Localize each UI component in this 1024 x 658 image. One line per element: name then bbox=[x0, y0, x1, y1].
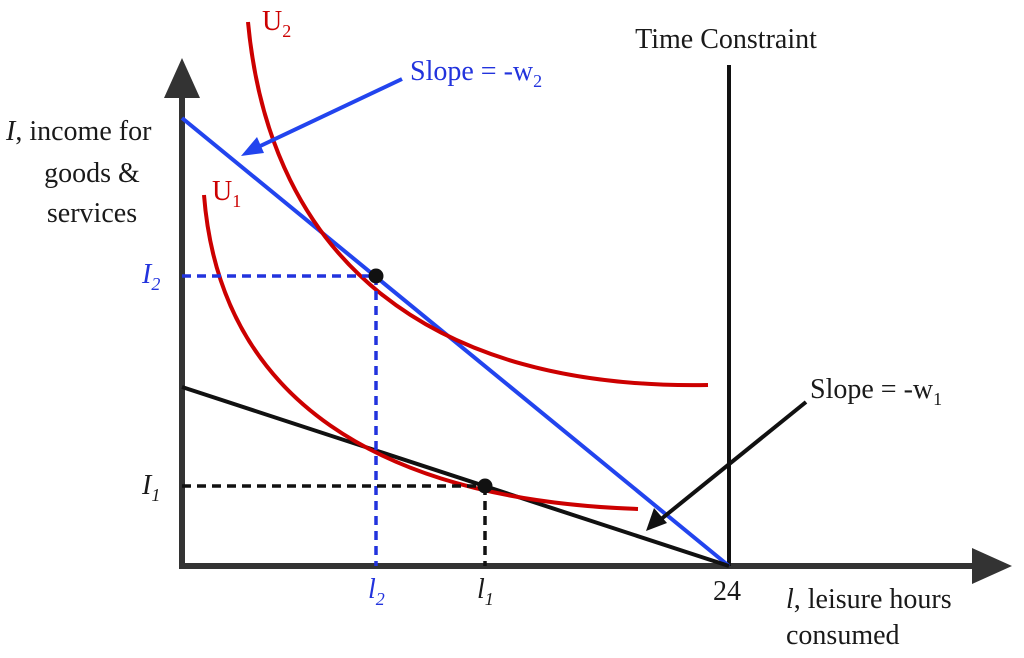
u1-label: U1 bbox=[212, 176, 241, 211]
level-l2-label: l2 bbox=[368, 574, 385, 609]
x-axis-arrowhead bbox=[972, 548, 1012, 584]
budget-line-w2 bbox=[180, 116, 731, 568]
slope-w1-arrowhead bbox=[646, 508, 667, 531]
u2-label: U2 bbox=[262, 6, 291, 41]
x-axis-label-line1: l, leisure hours bbox=[786, 584, 952, 615]
level-l1-label: l1 bbox=[477, 574, 494, 609]
y-axis-label-line2: goods & bbox=[44, 158, 140, 189]
slope-w2-label: Slope = -w2 bbox=[410, 56, 542, 91]
budget-line-w1 bbox=[181, 385, 730, 568]
slope-w1-arrow-line bbox=[658, 400, 808, 522]
level-I2-label: I2 bbox=[141, 259, 160, 294]
tangency-point-2 bbox=[368, 268, 384, 284]
tangency-point-1 bbox=[477, 478, 493, 494]
slope-w2-arrow-line bbox=[255, 77, 403, 150]
level-I1-label: I1 bbox=[141, 470, 160, 505]
x-axis-label-line2: consumed bbox=[786, 620, 900, 651]
y-axis-label-line3: services bbox=[47, 198, 137, 229]
indifference-curve-u2 bbox=[246, 21, 709, 388]
time-constraint-label: Time Constraint bbox=[635, 24, 817, 55]
slope-w2-arrowhead bbox=[241, 137, 264, 156]
y-axis-arrowhead bbox=[164, 58, 200, 98]
indifference-curve-u1 bbox=[202, 194, 639, 511]
y-axis-label-line1: I, income for bbox=[5, 116, 152, 147]
slope-w1-label: Slope = -w1 bbox=[810, 374, 942, 409]
x-tick-24: 24 bbox=[713, 576, 741, 607]
